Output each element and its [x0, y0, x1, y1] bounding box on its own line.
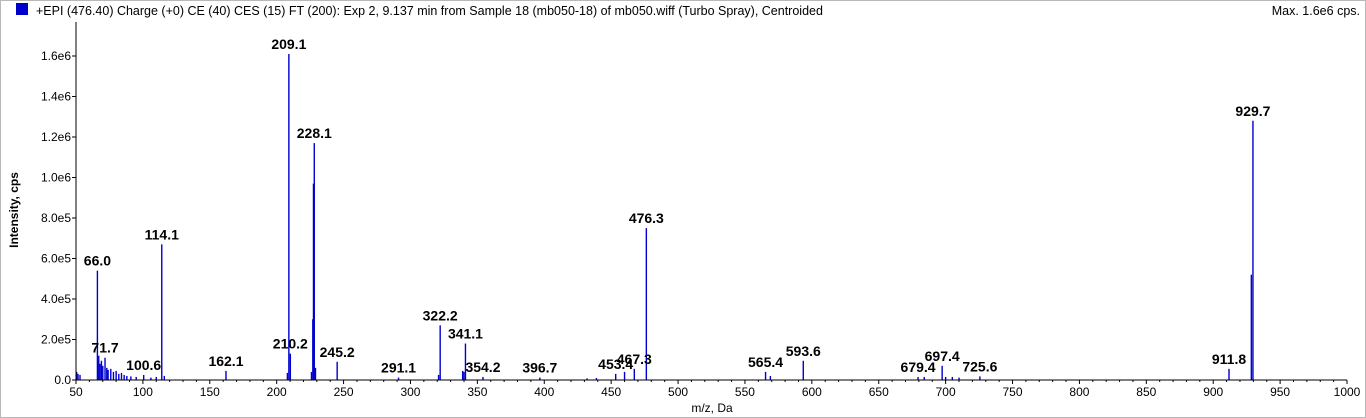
peak-label: 341.1	[448, 326, 483, 342]
y-tick-label: 1.2e6	[41, 130, 71, 144]
peak-label: 228.1	[297, 125, 332, 141]
x-tick-label: 300	[400, 385, 420, 399]
y-tick-label: 4.0e5	[41, 292, 71, 306]
peak-label: 911.8	[1212, 351, 1246, 367]
x-tick-label: 250	[334, 385, 354, 399]
y-tick-label: 8.0e5	[41, 211, 71, 225]
peak-label: 354.2	[465, 359, 500, 375]
x-tick-label: 1000	[1334, 385, 1361, 399]
x-tick-label: 950	[1270, 385, 1290, 399]
peak-label: 929.7	[1235, 103, 1270, 119]
peak-label: 467.3	[617, 351, 652, 367]
x-tick-label: 200	[267, 385, 287, 399]
max-intensity-label: Max. 1.6e6 cps.	[1271, 4, 1360, 18]
x-tick-label: 750	[1003, 385, 1023, 399]
y-tick-label: 1.0e6	[41, 171, 71, 185]
peak-label: 593.6	[786, 343, 821, 359]
peak-label: 100.6	[126, 357, 161, 373]
x-tick-label: 100	[133, 385, 153, 399]
peak-label: 679.4	[901, 359, 936, 375]
series-color-swatch	[16, 3, 28, 15]
peak-label: 114.1	[145, 226, 179, 242]
x-tick-label: 150	[200, 385, 220, 399]
peak-label: 71.7	[91, 340, 118, 356]
peak-label: 66.0	[84, 253, 111, 269]
peak-label: 209.1	[271, 36, 306, 52]
x-tick-label: 850	[1136, 385, 1156, 399]
x-tick-label: 650	[869, 385, 889, 399]
y-tick-label: 6.0e5	[41, 252, 71, 266]
x-tick-label: 700	[936, 385, 956, 399]
peak-label: 245.2	[320, 344, 355, 360]
x-tick-label: 900	[1203, 385, 1223, 399]
x-tick-label: 50	[69, 385, 83, 399]
peak-label: 565.4	[748, 354, 783, 370]
y-axis-label: Intensity, cps	[7, 172, 21, 248]
x-tick-label: 550	[735, 385, 755, 399]
peak-label: 210.2	[273, 336, 308, 352]
peak-label: 725.6	[962, 358, 997, 374]
peak-label: 396.7	[522, 360, 557, 376]
x-tick-label: 600	[802, 385, 822, 399]
peak-label: 291.1	[381, 360, 416, 376]
peak-label: 162.1	[208, 353, 243, 369]
spectrum-title: +EPI (476.40) Charge (+0) CE (40) CES (1…	[36, 4, 823, 18]
peak-label: 697.4	[925, 348, 960, 364]
x-tick-label: 800	[1069, 385, 1089, 399]
peak-label: 322.2	[423, 307, 458, 323]
y-tick-label: 1.4e6	[41, 90, 71, 104]
y-tick-label: 1.6e6	[41, 49, 71, 63]
y-tick-label: 2.0e5	[41, 333, 71, 347]
x-axis-label: m/z, Da	[691, 401, 733, 415]
x-tick-label: 500	[668, 385, 688, 399]
y-tick-label: 0.0	[54, 373, 71, 387]
peak-label: 476.3	[629, 210, 664, 226]
x-tick-label: 400	[534, 385, 554, 399]
peak-label: 453.4	[598, 356, 633, 372]
x-tick-label: 350	[467, 385, 487, 399]
x-tick-label: 450	[601, 385, 621, 399]
